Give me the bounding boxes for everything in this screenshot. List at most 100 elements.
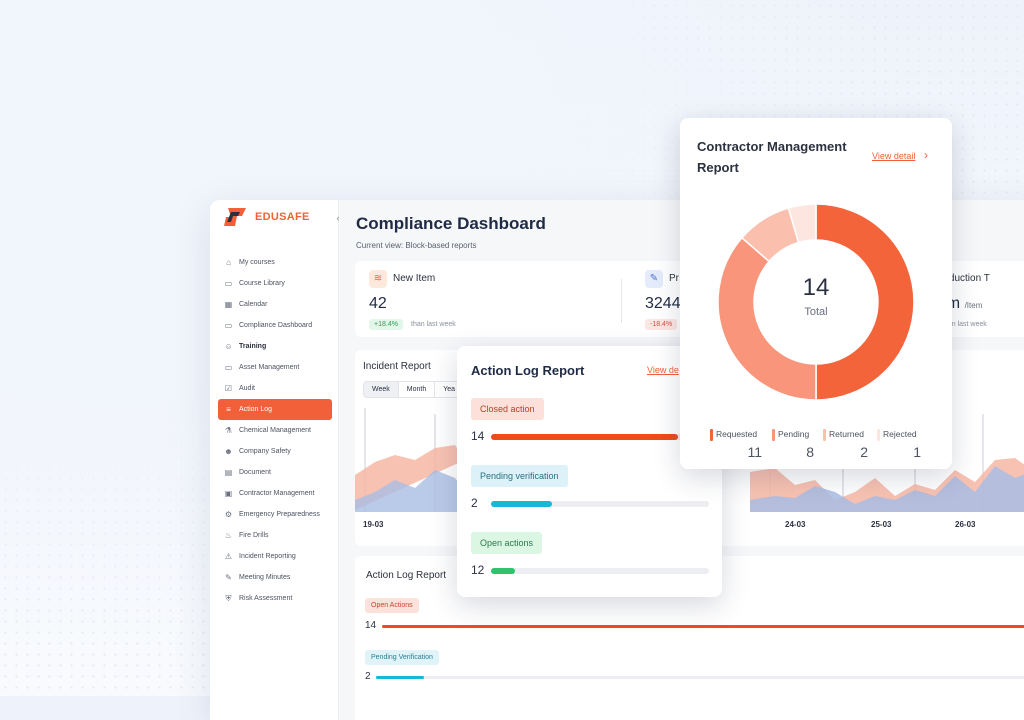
status-pill: Pending Verification [365, 650, 439, 665]
sidebar-item-label: Calendar [239, 301, 268, 308]
donut-svg [717, 203, 915, 401]
progress-fill [491, 434, 679, 440]
donut-slice-pending[interactable] [717, 236, 817, 401]
tab-week[interactable]: Week [364, 382, 399, 397]
donut-chart: 14 Total [716, 202, 916, 402]
flame-icon: ♨ [224, 531, 233, 540]
stat-production: ✎ Pr 3244 -18.4% [645, 261, 765, 337]
legend-swatch [823, 429, 826, 441]
sidebar-item-course-library[interactable]: ▭ Course Library [218, 273, 332, 294]
tab-month[interactable]: Month [399, 382, 436, 397]
shield-icon: ⛨ [225, 594, 232, 603]
box-icon: ▭ [224, 363, 233, 372]
date-label: 24-03 [785, 520, 806, 529]
date-label: 19-03 [363, 520, 384, 529]
donut-slice-rejected[interactable] [787, 203, 817, 244]
legend-item: Requested 11 [710, 426, 762, 466]
sidebar: EDUSAFE ‹ ⌂ My courses ▭ Course Library ▦ Cal… [210, 200, 340, 720]
folder-icon: ▭ [224, 279, 233, 288]
stat-since: than last week [942, 321, 987, 328]
sidebar-item-chemical-management[interactable]: ⚗ Chemical Management [218, 420, 332, 441]
sidebar-item-label: Meeting Minutes [239, 574, 291, 581]
sidebar-item-fire-drills[interactable]: ♨ Fire Drills [218, 525, 332, 546]
sidebar-item-label: Action Log [239, 406, 273, 413]
sidebar-nav: ⌂ My courses ▭ Course Library ▦ Calendar ▭ Comp… [218, 252, 332, 609]
sidebar-item-document[interactable]: ▤ Document [218, 462, 332, 483]
sidebar-item-audit[interactable]: ☑ Audit [218, 378, 332, 399]
row-count: 2 [365, 671, 371, 682]
calendar-icon: ▦ [224, 300, 233, 309]
view-detail-link[interactable]: View de [647, 365, 679, 375]
donut-slice-requested[interactable] [815, 203, 915, 401]
view-detail-link[interactable]: View detail [872, 151, 916, 161]
incident-area-chart [355, 408, 1024, 512]
sidebar-item-action-log[interactable]: ≡ Action Log [218, 399, 332, 420]
sidebar-item-label: Emergency Preparedness [239, 511, 320, 518]
progress-track [491, 568, 709, 574]
sidebar-item-training[interactable]: ☺ Training [218, 336, 332, 357]
row-count: 2 [471, 496, 478, 510]
checklist-icon: ☑ [224, 384, 233, 393]
progress-track [491, 501, 709, 507]
status-pill: Open Actions [365, 598, 419, 613]
sidebar-item-compliance-dashboard[interactable]: ▭ Compliance Dashboard [218, 315, 332, 336]
progress-fill [491, 501, 553, 507]
stat-value: 42 [369, 295, 387, 312]
period-toggle: Week Month Yea [363, 381, 465, 398]
stat-label: Pr [669, 273, 679, 284]
status-pill: Closed action [471, 398, 544, 420]
sidebar-item-my-courses[interactable]: ⌂ My courses [218, 252, 332, 273]
legend-item: Rejected 1 [877, 426, 921, 466]
sidebar-item-label: Training [239, 343, 267, 350]
tab-year[interactable]: Yea [443, 386, 456, 393]
donut-total-value: 14 [802, 274, 830, 301]
page-subtitle: Current view: Block-based reports [356, 241, 477, 250]
contractor-card-title: Contractor Management Report [697, 139, 847, 175]
date-label: 25-03 [871, 520, 892, 529]
legend-label: Returned [829, 429, 864, 439]
sidebar-item-meeting-minutes[interactable]: ✎ Meeting Minutes [218, 567, 332, 588]
sidebar-item-company-safety[interactable]: ☻ Company Safety [218, 441, 332, 462]
legend-label: Pending [778, 429, 810, 439]
stat-change-badge: +18.4% [369, 319, 403, 330]
progress-fill [491, 568, 515, 574]
chevron-right-icon[interactable]: › [924, 148, 928, 162]
layers-icon: ≋ [369, 270, 387, 288]
legend-value: 2 [860, 444, 868, 460]
briefcase-icon: ▣ [224, 489, 233, 498]
legend-label: Rejected [883, 429, 917, 439]
sidebar-item-label: Contractor Management [239, 490, 315, 497]
stat-label: g Production T [925, 273, 990, 284]
sidebar-item-emergency-preparedness[interactable]: ⚙ Emergency Preparedness [218, 504, 332, 525]
stat-divider [621, 279, 622, 323]
collapse-sidebar-icon[interactable]: ‹ [336, 213, 340, 223]
sidebar-item-label: Document [239, 469, 271, 476]
alert-icon: ⚠ [224, 552, 233, 561]
brand-name: EDUSAFE [255, 211, 310, 223]
legend-swatch [877, 429, 880, 441]
logo[interactable]: EDUSAFE [224, 208, 310, 226]
row-count: 14 [471, 429, 485, 443]
flask-icon: ⚗ [224, 426, 233, 435]
logo-mark-icon [224, 208, 246, 226]
action-log-card: Action Log Report View de Closed action 1… [457, 346, 722, 597]
stat-change-badge: -18.4% [645, 319, 678, 330]
document-icon: ▤ [224, 468, 233, 477]
sidebar-item-risk-assessment[interactable]: ⛨ Risk Assessment [218, 588, 332, 609]
legend-label: Requested [716, 429, 758, 439]
monitor-icon: ▭ [224, 321, 233, 330]
sidebar-item-label: Asset Management [239, 364, 300, 371]
action-log-card-title: Action Log Report [471, 363, 585, 378]
sidebar-item-contractor-management[interactable]: ▣ Contractor Management [218, 483, 332, 504]
people-icon: ☺ [224, 342, 233, 351]
stat-label: New Item [393, 273, 436, 284]
page-title: Compliance Dashboard [356, 214, 546, 233]
legend-item: Returned 2 [823, 426, 868, 466]
sidebar-item-calendar[interactable]: ▦ Calendar [218, 294, 332, 315]
legend-value: 11 [747, 444, 762, 460]
action-log-title: Action Log Report [366, 570, 447, 581]
sidebar-item-incident-reporting[interactable]: ⚠ Incident Reporting [218, 546, 332, 567]
team-icon: ☻ [224, 447, 233, 456]
sidebar-item-asset-management[interactable]: ▭ Asset Management [218, 357, 332, 378]
sidebar-item-label: Chemical Management [239, 427, 311, 434]
